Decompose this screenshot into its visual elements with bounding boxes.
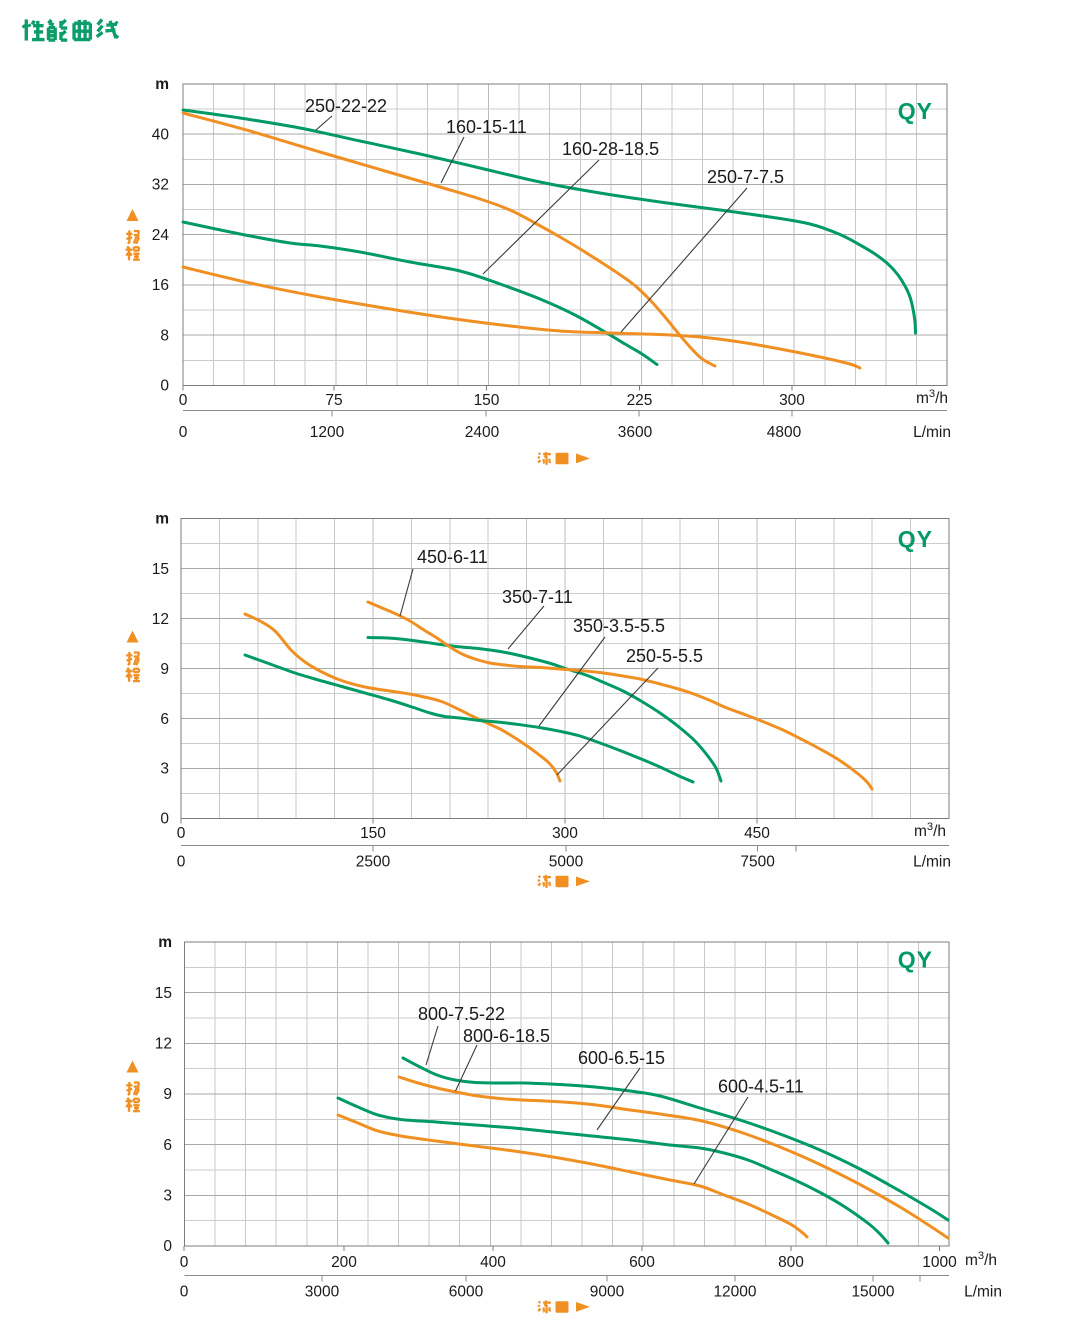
svg-text:7500: 7500 bbox=[740, 854, 775, 871]
svg-text:800: 800 bbox=[778, 1254, 804, 1271]
svg-text:800-6-18.5: 800-6-18.5 bbox=[463, 1026, 550, 1046]
svg-text:0: 0 bbox=[180, 1284, 189, 1301]
svg-text:3: 3 bbox=[160, 761, 169, 778]
svg-text:0: 0 bbox=[177, 825, 186, 842]
svg-text:800-7.5-22: 800-7.5-22 bbox=[418, 1004, 505, 1024]
svg-text:600-6.5-15: 600-6.5-15 bbox=[578, 1048, 665, 1068]
svg-text:L/min: L/min bbox=[913, 424, 951, 441]
svg-text:12: 12 bbox=[155, 1036, 172, 1053]
svg-text:15000: 15000 bbox=[851, 1284, 894, 1301]
svg-text:m3/h: m3/h bbox=[965, 1250, 997, 1269]
svg-text:6: 6 bbox=[163, 1137, 172, 1154]
svg-text:75: 75 bbox=[325, 392, 342, 409]
svg-text:9: 9 bbox=[160, 661, 169, 678]
svg-text:9000: 9000 bbox=[590, 1284, 625, 1301]
svg-text:5000: 5000 bbox=[549, 854, 584, 871]
svg-text:160-28-18.5: 160-28-18.5 bbox=[562, 139, 659, 159]
svg-text:L/min: L/min bbox=[913, 854, 951, 871]
svg-text:250-5-5.5: 250-5-5.5 bbox=[626, 646, 703, 666]
svg-text:9: 9 bbox=[163, 1086, 172, 1103]
svg-text:3: 3 bbox=[163, 1188, 172, 1205]
svg-text:0: 0 bbox=[179, 392, 188, 409]
svg-text:12: 12 bbox=[152, 611, 169, 628]
svg-text:L/min: L/min bbox=[964, 1284, 1002, 1301]
svg-text:m3/h: m3/h bbox=[914, 821, 946, 840]
svg-text:m: m bbox=[158, 934, 172, 951]
svg-text:150: 150 bbox=[360, 825, 386, 842]
svg-text:QY: QY bbox=[898, 526, 933, 552]
svg-text:350-7-11: 350-7-11 bbox=[502, 587, 573, 607]
svg-text:m: m bbox=[155, 76, 169, 93]
svg-text:2500: 2500 bbox=[356, 854, 391, 871]
svg-text:m: m bbox=[155, 511, 169, 528]
svg-text:0: 0 bbox=[180, 1254, 189, 1271]
svg-text:24: 24 bbox=[152, 227, 170, 244]
svg-text:32: 32 bbox=[152, 177, 169, 194]
svg-text:600: 600 bbox=[629, 1254, 655, 1271]
svg-text:150: 150 bbox=[474, 392, 500, 409]
svg-text:225: 225 bbox=[627, 392, 653, 409]
svg-text:0: 0 bbox=[179, 424, 188, 441]
svg-text:4800: 4800 bbox=[767, 424, 802, 441]
svg-text:12000: 12000 bbox=[713, 1284, 756, 1301]
svg-text:6: 6 bbox=[160, 711, 169, 728]
svg-text:16: 16 bbox=[152, 277, 169, 294]
svg-text:160-15-11: 160-15-11 bbox=[446, 117, 527, 137]
svg-text:m3/h: m3/h bbox=[916, 388, 948, 407]
svg-text:250-22-22: 250-22-22 bbox=[305, 96, 387, 116]
svg-text:15: 15 bbox=[152, 561, 169, 578]
svg-text:250-7-7.5: 250-7-7.5 bbox=[707, 167, 784, 187]
svg-text:300: 300 bbox=[552, 825, 578, 842]
svg-text:6000: 6000 bbox=[449, 1284, 484, 1301]
svg-text:40: 40 bbox=[152, 126, 170, 143]
svg-text:15: 15 bbox=[155, 985, 172, 1002]
svg-text:1200: 1200 bbox=[310, 424, 345, 441]
svg-text:8: 8 bbox=[160, 327, 169, 344]
svg-text:1000: 1000 bbox=[922, 1254, 957, 1271]
svg-text:300: 300 bbox=[779, 392, 805, 409]
svg-text:0: 0 bbox=[177, 854, 186, 871]
svg-text:QY: QY bbox=[898, 98, 933, 124]
svg-text:0: 0 bbox=[160, 811, 169, 828]
svg-text:0: 0 bbox=[163, 1238, 172, 1255]
svg-text:2400: 2400 bbox=[465, 424, 500, 441]
svg-text:600-4.5-11: 600-4.5-11 bbox=[718, 1077, 804, 1097]
svg-text:350-3.5-5.5: 350-3.5-5.5 bbox=[573, 616, 665, 636]
svg-text:200: 200 bbox=[331, 1254, 357, 1271]
svg-text:3000: 3000 bbox=[305, 1284, 340, 1301]
svg-text:QY: QY bbox=[898, 947, 933, 973]
svg-text:400: 400 bbox=[480, 1254, 506, 1271]
svg-text:450: 450 bbox=[744, 825, 770, 842]
svg-text:450-6-11: 450-6-11 bbox=[417, 547, 488, 567]
svg-text:3600: 3600 bbox=[618, 424, 653, 441]
svg-text:0: 0 bbox=[160, 378, 169, 395]
